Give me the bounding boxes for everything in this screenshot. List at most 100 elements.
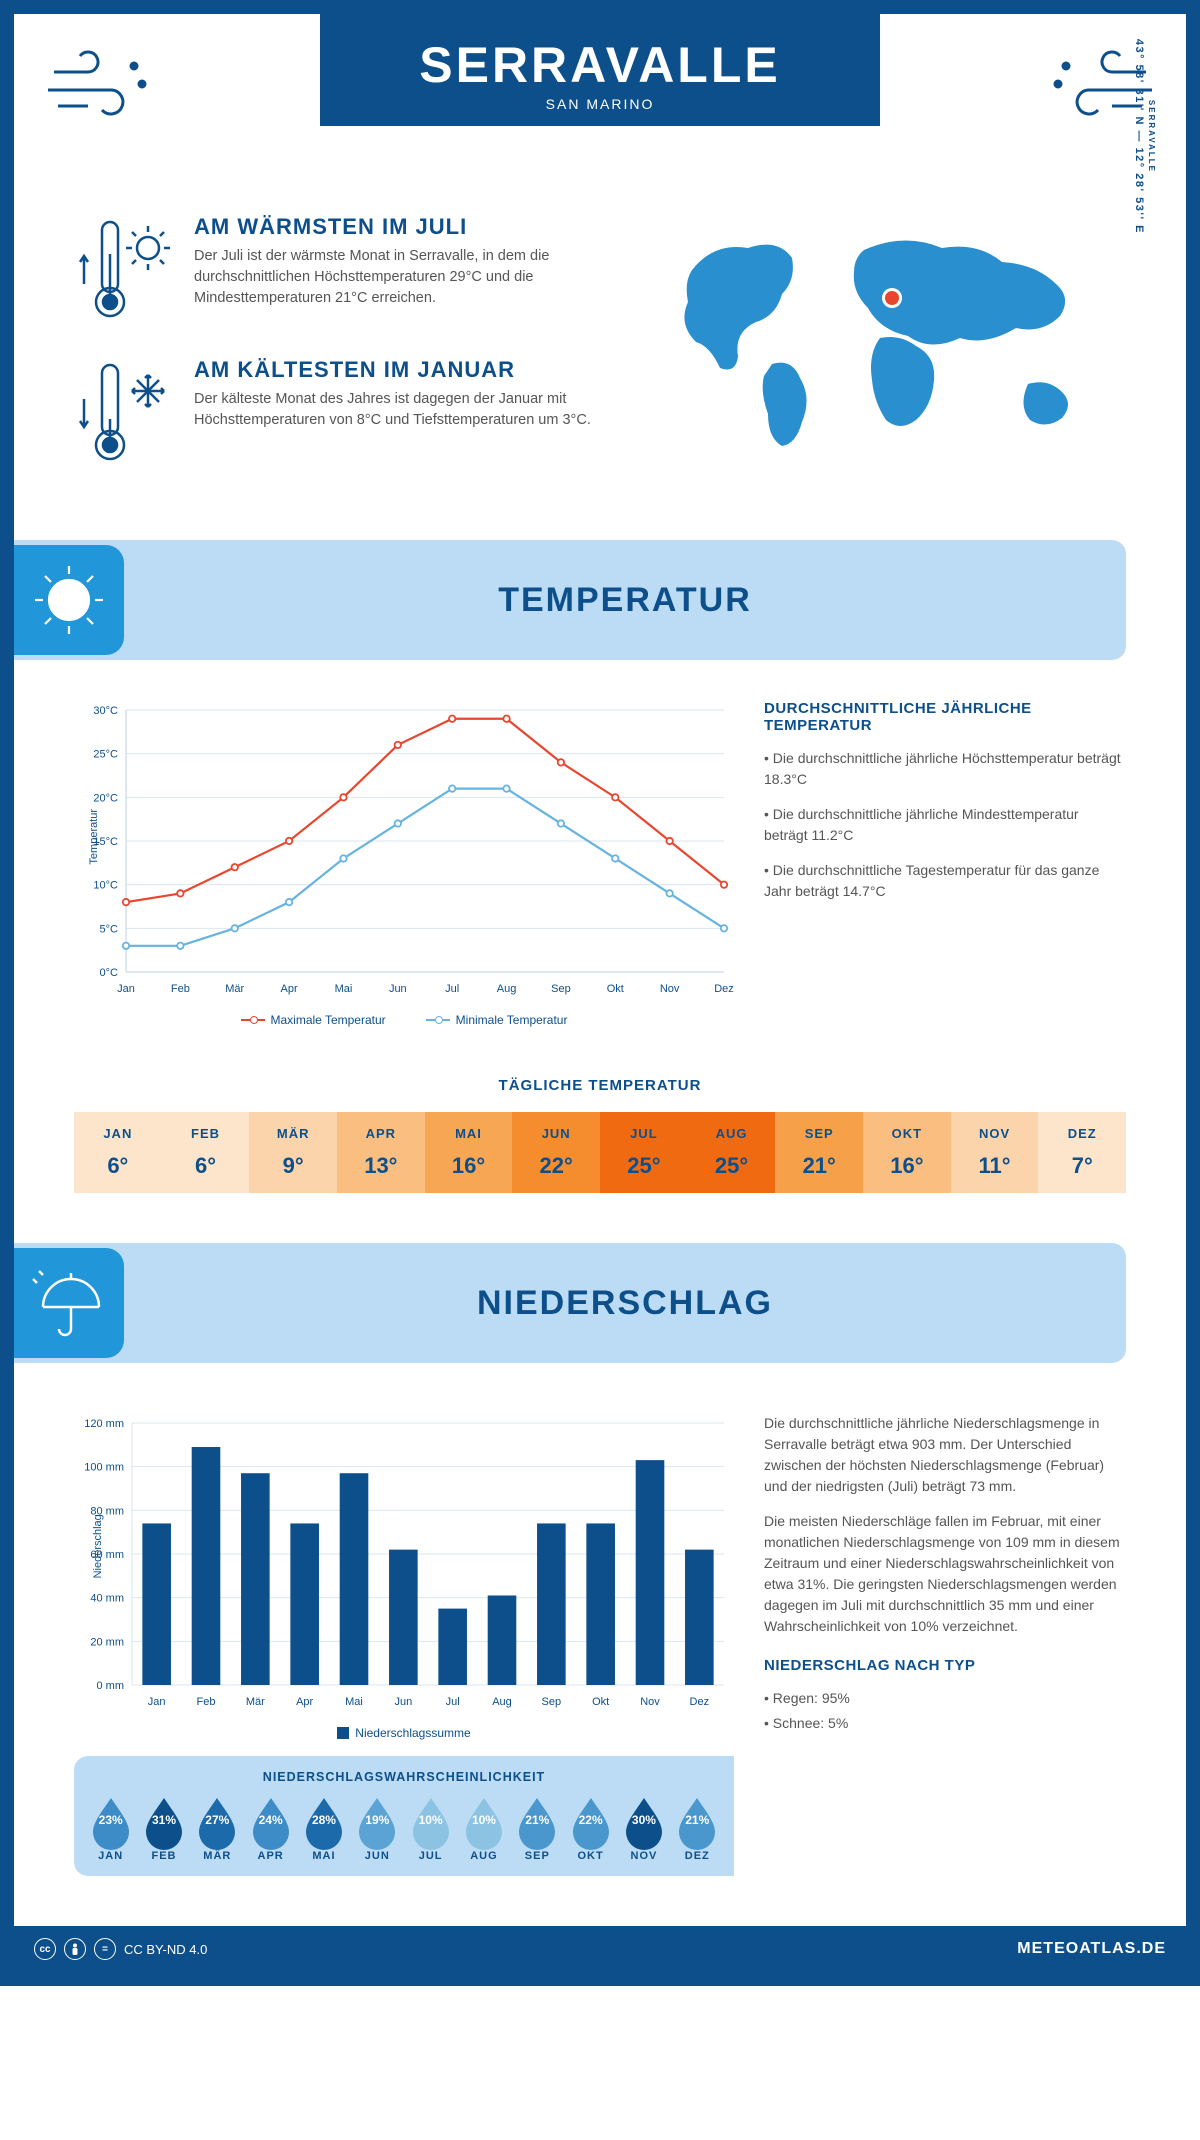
svg-text:40 mm: 40 mm <box>90 1593 124 1605</box>
svg-text:100 mm: 100 mm <box>84 1462 124 1474</box>
svg-text:20 mm: 20 mm <box>90 1636 124 1648</box>
thermometer-sun-icon <box>74 214 174 329</box>
summary-para: Die meisten Niederschläge fallen im Febr… <box>764 1511 1126 1637</box>
legend-min: Minimale Temperatur <box>456 1013 568 1027</box>
svg-text:Apr: Apr <box>296 1696 313 1708</box>
fact-warmest: AM WÄRMSTEN IM JULI Der Juli ist der wär… <box>74 214 646 329</box>
svg-text:Mai: Mai <box>335 983 353 995</box>
svg-text:Dez: Dez <box>714 983 734 995</box>
svg-text:Sep: Sep <box>551 983 571 995</box>
summary-item: • Die durchschnittliche jährliche Mindes… <box>764 804 1126 846</box>
svg-text:0 mm: 0 mm <box>97 1680 125 1692</box>
svg-text:Jul: Jul <box>445 983 459 995</box>
svg-text:Okt: Okt <box>607 983 624 995</box>
daily-temp-cell: FEB6° <box>162 1112 250 1193</box>
svg-text:Jun: Jun <box>394 1696 412 1708</box>
nd-icon: = <box>94 1938 116 1960</box>
svg-text:Dez: Dez <box>690 1696 710 1708</box>
precip-probability-band: NIEDERSCHLAGSWAHRSCHEINLICHKEIT 23%JAN31… <box>74 1756 734 1876</box>
intro-section: AM WÄRMSTEN IM JULI Der Juli ist der wär… <box>14 204 1186 540</box>
svg-text:20°C: 20°C <box>93 792 118 804</box>
chart-legend: Maximale Temperatur Minimale Temperatur <box>74 1013 734 1027</box>
prob-drop: 24%APR <box>249 1794 293 1862</box>
title-banner: SERRAVALLE SAN MARINO <box>320 14 880 126</box>
svg-text:Aug: Aug <box>492 1696 512 1708</box>
svg-text:Okt: Okt <box>592 1696 609 1708</box>
prob-drop: 28%MAI <box>302 1794 346 1862</box>
page-title: SERRAVALLE <box>390 36 810 94</box>
svg-text:Nov: Nov <box>640 1696 660 1708</box>
precip-bar-chart: Niederschlag 0 mm20 mm40 mm60 mm80 mm100… <box>74 1413 734 1718</box>
daily-temp-cell: OKT16° <box>863 1112 951 1193</box>
prob-drop: 21%SEP <box>515 1794 559 1862</box>
section-title: NIEDERSCHLAG <box>124 1284 1126 1323</box>
svg-text:Nov: Nov <box>660 983 680 995</box>
svg-text:Jan: Jan <box>117 983 135 995</box>
svg-text:Feb: Feb <box>197 1696 216 1708</box>
fact-text: Der kälteste Monat des Jahres ist dagege… <box>194 389 594 431</box>
chart-legend: Niederschlagssumme <box>74 1726 734 1740</box>
sun-icon <box>14 545 124 655</box>
summary-item: • Die durchschnittliche Tagestemperatur … <box>764 860 1126 902</box>
precip-summary: Die durchschnittliche jährliche Niedersc… <box>764 1413 1126 1876</box>
section-band-precip: NIEDERSCHLAG <box>14 1243 1126 1363</box>
daily-temp-cell: APR13° <box>337 1112 425 1193</box>
svg-text:Jul: Jul <box>446 1696 460 1708</box>
coords-location: SERRAVALLE <box>1147 39 1156 234</box>
location-marker <box>885 291 899 305</box>
daily-temp-title: TÄGLICHE TEMPERATUR <box>14 1077 1186 1094</box>
daily-temp-cell: MAI16° <box>425 1112 513 1193</box>
fact-title: AM KÄLTESTEN IM JANUAR <box>194 357 594 383</box>
prob-drop: 31%FEB <box>142 1794 186 1862</box>
footer: cc = CC BY-ND 4.0 METEOATLAS.DE <box>14 1926 1186 1972</box>
svg-text:Apr: Apr <box>281 983 298 995</box>
header: SERRAVALLE SAN MARINO <box>14 14 1186 204</box>
thermometer-snow-icon <box>74 357 174 472</box>
legend-max: Maximale Temperatur <box>271 1013 386 1027</box>
chart-ylabel: Temperatur <box>88 808 100 864</box>
precip-type-item: • Schnee: 5% <box>764 1713 1126 1734</box>
daily-temp-cell: MÄR9° <box>249 1112 337 1193</box>
svg-text:Sep: Sep <box>542 1696 562 1708</box>
fact-title: AM WÄRMSTEN IM JULI <box>194 214 594 240</box>
temperature-summary: DURCHSCHNITTLICHE JÄHRLICHE TEMPERATUR •… <box>764 700 1126 1027</box>
daily-temp-cell: DEZ7° <box>1038 1112 1126 1193</box>
prob-drop: 19%JUN <box>355 1794 399 1862</box>
license-text: CC BY-ND 4.0 <box>124 1942 207 1957</box>
legend-bar: Niederschlagssumme <box>355 1726 470 1740</box>
wind-icon <box>44 44 154 139</box>
temperature-line-chart: Temperatur 0°C5°C10°C15°C20°C25°C30°CJan… <box>74 700 734 1027</box>
svg-text:Jun: Jun <box>389 983 407 995</box>
prob-drop: 27%MÄR <box>195 1794 239 1862</box>
section-band-temperature: TEMPERATUR <box>14 540 1126 660</box>
prob-drop: 21%DEZ <box>675 1794 719 1862</box>
summary-para: Die durchschnittliche jährliche Niedersc… <box>764 1413 1126 1497</box>
daily-temp-cell: AUG25° <box>688 1112 776 1193</box>
svg-text:Jan: Jan <box>148 1696 166 1708</box>
fact-coldest: AM KÄLTESTEN IM JANUAR Der kälteste Mona… <box>74 357 646 472</box>
prob-drop: 10%AUG <box>462 1794 506 1862</box>
svg-text:Feb: Feb <box>171 983 190 995</box>
umbrella-icon <box>14 1248 124 1358</box>
svg-text:10°C: 10°C <box>93 880 118 892</box>
daily-temp-cell: JUN22° <box>512 1112 600 1193</box>
svg-text:25°C: 25°C <box>93 749 118 761</box>
section-title: TEMPERATUR <box>124 581 1126 620</box>
precip-type-item: • Regen: 95% <box>764 1688 1126 1709</box>
page-subtitle: SAN MARINO <box>390 96 810 112</box>
svg-text:120 mm: 120 mm <box>84 1418 124 1430</box>
daily-temp-cell: SEP21° <box>775 1112 863 1193</box>
cc-icon: cc <box>34 1938 56 1960</box>
svg-text:Mai: Mai <box>345 1696 363 1708</box>
site-name: METEOATLAS.DE <box>1017 1940 1166 1958</box>
svg-text:Mär: Mär <box>246 1696 265 1708</box>
daily-temp-cell: NOV11° <box>951 1112 1039 1193</box>
svg-text:Mär: Mär <box>225 983 244 995</box>
daily-temp-cell: JUL25° <box>600 1112 688 1193</box>
world-map-simplified <box>684 240 1068 446</box>
prob-drop: 10%JUL <box>409 1794 453 1862</box>
by-icon <box>64 1938 86 1960</box>
summary-title: DURCHSCHNITTLICHE JÄHRLICHE TEMPERATUR <box>764 700 1126 734</box>
svg-text:30°C: 30°C <box>93 705 118 717</box>
daily-temp-cell: JAN6° <box>74 1112 162 1193</box>
